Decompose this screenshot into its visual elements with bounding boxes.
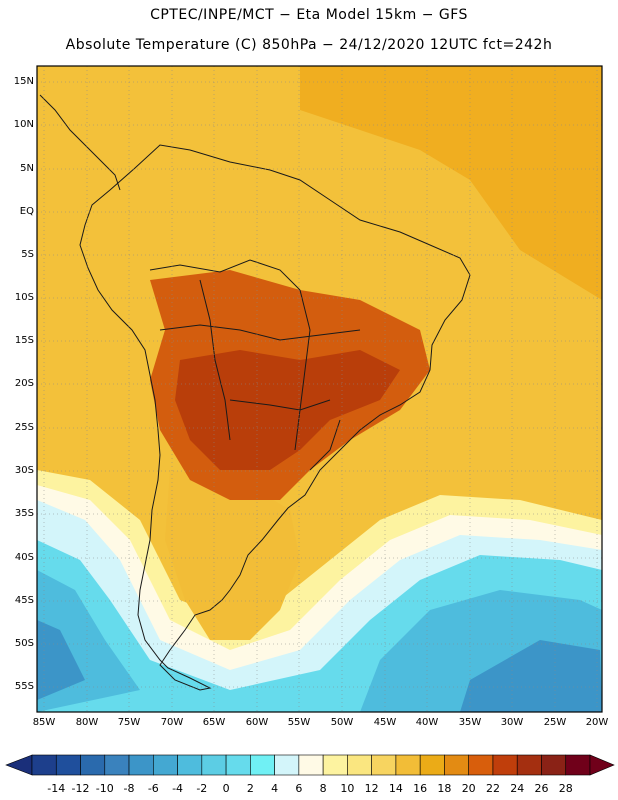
north-atlantic-region	[300, 66, 602, 300]
colorbar-swatch	[516, 754, 542, 776]
colorbar-label: 18	[437, 782, 452, 795]
colorbar-label: 4	[271, 782, 279, 795]
lat-label: 10S	[14, 292, 34, 303]
lat-label: 35S	[14, 508, 34, 519]
lat-label: 30S	[14, 465, 34, 476]
colorbar-label: -2	[196, 782, 208, 795]
colorbar-swatch	[225, 754, 251, 776]
colorbar-label: 16	[413, 782, 428, 795]
lon-label: 45W	[373, 717, 397, 728]
colorbar-right-arrow	[589, 754, 615, 776]
colorbar-swatch	[177, 754, 203, 776]
lon-label: 60W	[245, 717, 269, 728]
lon-label: 85W	[32, 717, 56, 728]
map-title: CPTEC/INPE/MCT − Eta Model 15km − GFS	[150, 7, 468, 23]
coastlines-and-borders	[39, 94, 471, 691]
cold-ocean-region	[37, 570, 602, 712]
colorbar-label: -10	[95, 782, 114, 795]
central-america-coastline	[39, 94, 121, 191]
colorbar-label: 14	[388, 782, 403, 795]
colorbar-swatch	[565, 754, 591, 776]
lon-label: 50W	[330, 717, 354, 728]
south-america-coastline	[79, 144, 471, 691]
lon-label: 35W	[458, 717, 482, 728]
lat-label: 45S	[14, 595, 34, 606]
colorbar-swatch	[31, 754, 57, 776]
lon-label: 40W	[415, 717, 439, 728]
colorbar-swatch	[444, 754, 469, 776]
colorbar-swatch	[250, 754, 275, 776]
colorbar-swatch	[201, 754, 227, 776]
colorbar-label: -14	[47, 782, 66, 795]
lon-label: 65W	[202, 717, 226, 728]
colorbar-swatch	[419, 754, 445, 776]
lat-label: EQ	[19, 206, 34, 217]
lon-label: 80W	[75, 717, 99, 728]
lon-label: 25W	[543, 717, 567, 728]
colorbar-swatch	[371, 754, 397, 776]
lat-label: 55S	[14, 681, 34, 692]
colorbar	[5, 754, 615, 776]
colorbar-swatch	[128, 754, 154, 776]
colorbar-swatch	[541, 754, 567, 776]
map-subtitle: Absolute Temperature (C) 850hPa − 24/12/…	[65, 37, 553, 53]
colorbar-label: 22	[485, 782, 500, 795]
lon-label: 55W	[287, 717, 311, 728]
lat-label: 20S	[14, 378, 34, 389]
colorbar-label: 8	[319, 782, 327, 795]
patagonia-warm-region	[165, 470, 300, 640]
lat-label: 25S	[14, 422, 34, 433]
temperature-field	[37, 66, 602, 712]
lon-label: 30W	[500, 717, 524, 728]
colorbar-label: 10	[340, 782, 355, 795]
colorbar-label: -4	[172, 782, 184, 795]
colorbar-label: 12	[364, 782, 379, 795]
colorbar-label: 20	[461, 782, 476, 795]
colorbar-label: 24	[510, 782, 525, 795]
colorbar-swatch	[322, 754, 348, 776]
lat-label: 40S	[14, 552, 34, 563]
colorbar-swatch	[492, 754, 518, 776]
temperature-map	[36, 65, 603, 713]
colorbar-swatch	[153, 754, 178, 776]
country-borders	[149, 259, 361, 471]
map-frame	[36, 65, 603, 713]
colorbar-swatch	[80, 754, 106, 776]
lat-label: 15S	[14, 335, 34, 346]
colorbar-label: 26	[534, 782, 549, 795]
colorbar-label: -12	[71, 782, 90, 795]
lat-label: 5N	[20, 163, 34, 174]
colorbar-swatch	[55, 754, 81, 776]
colorbar-label: 28	[558, 782, 573, 795]
colorbar-swatch	[298, 754, 324, 776]
lat-label: 15N	[13, 76, 34, 87]
colorbar-label: 0	[222, 782, 230, 795]
lat-label: 50S	[14, 638, 34, 649]
colorbar-swatch	[274, 754, 300, 776]
lon-label: 75W	[117, 717, 141, 728]
lat-label: 5S	[21, 249, 34, 260]
colorbar-swatch	[395, 754, 421, 776]
colorbar-label: 2	[246, 782, 254, 795]
colorbar-swatch	[104, 754, 130, 776]
colorbar-label: -8	[123, 782, 135, 795]
lon-label: 20W	[585, 717, 609, 728]
colorbar-label: -6	[147, 782, 159, 795]
coldest-region	[37, 620, 602, 712]
lat-label: 10N	[13, 119, 34, 130]
colorbar-swatch	[347, 754, 372, 776]
lon-label: 70W	[160, 717, 184, 728]
hot-core-region	[175, 350, 400, 470]
colorbar-swatch	[468, 754, 494, 776]
colorbar-label: 6	[295, 782, 303, 795]
colorbar-left-arrow	[5, 754, 33, 776]
